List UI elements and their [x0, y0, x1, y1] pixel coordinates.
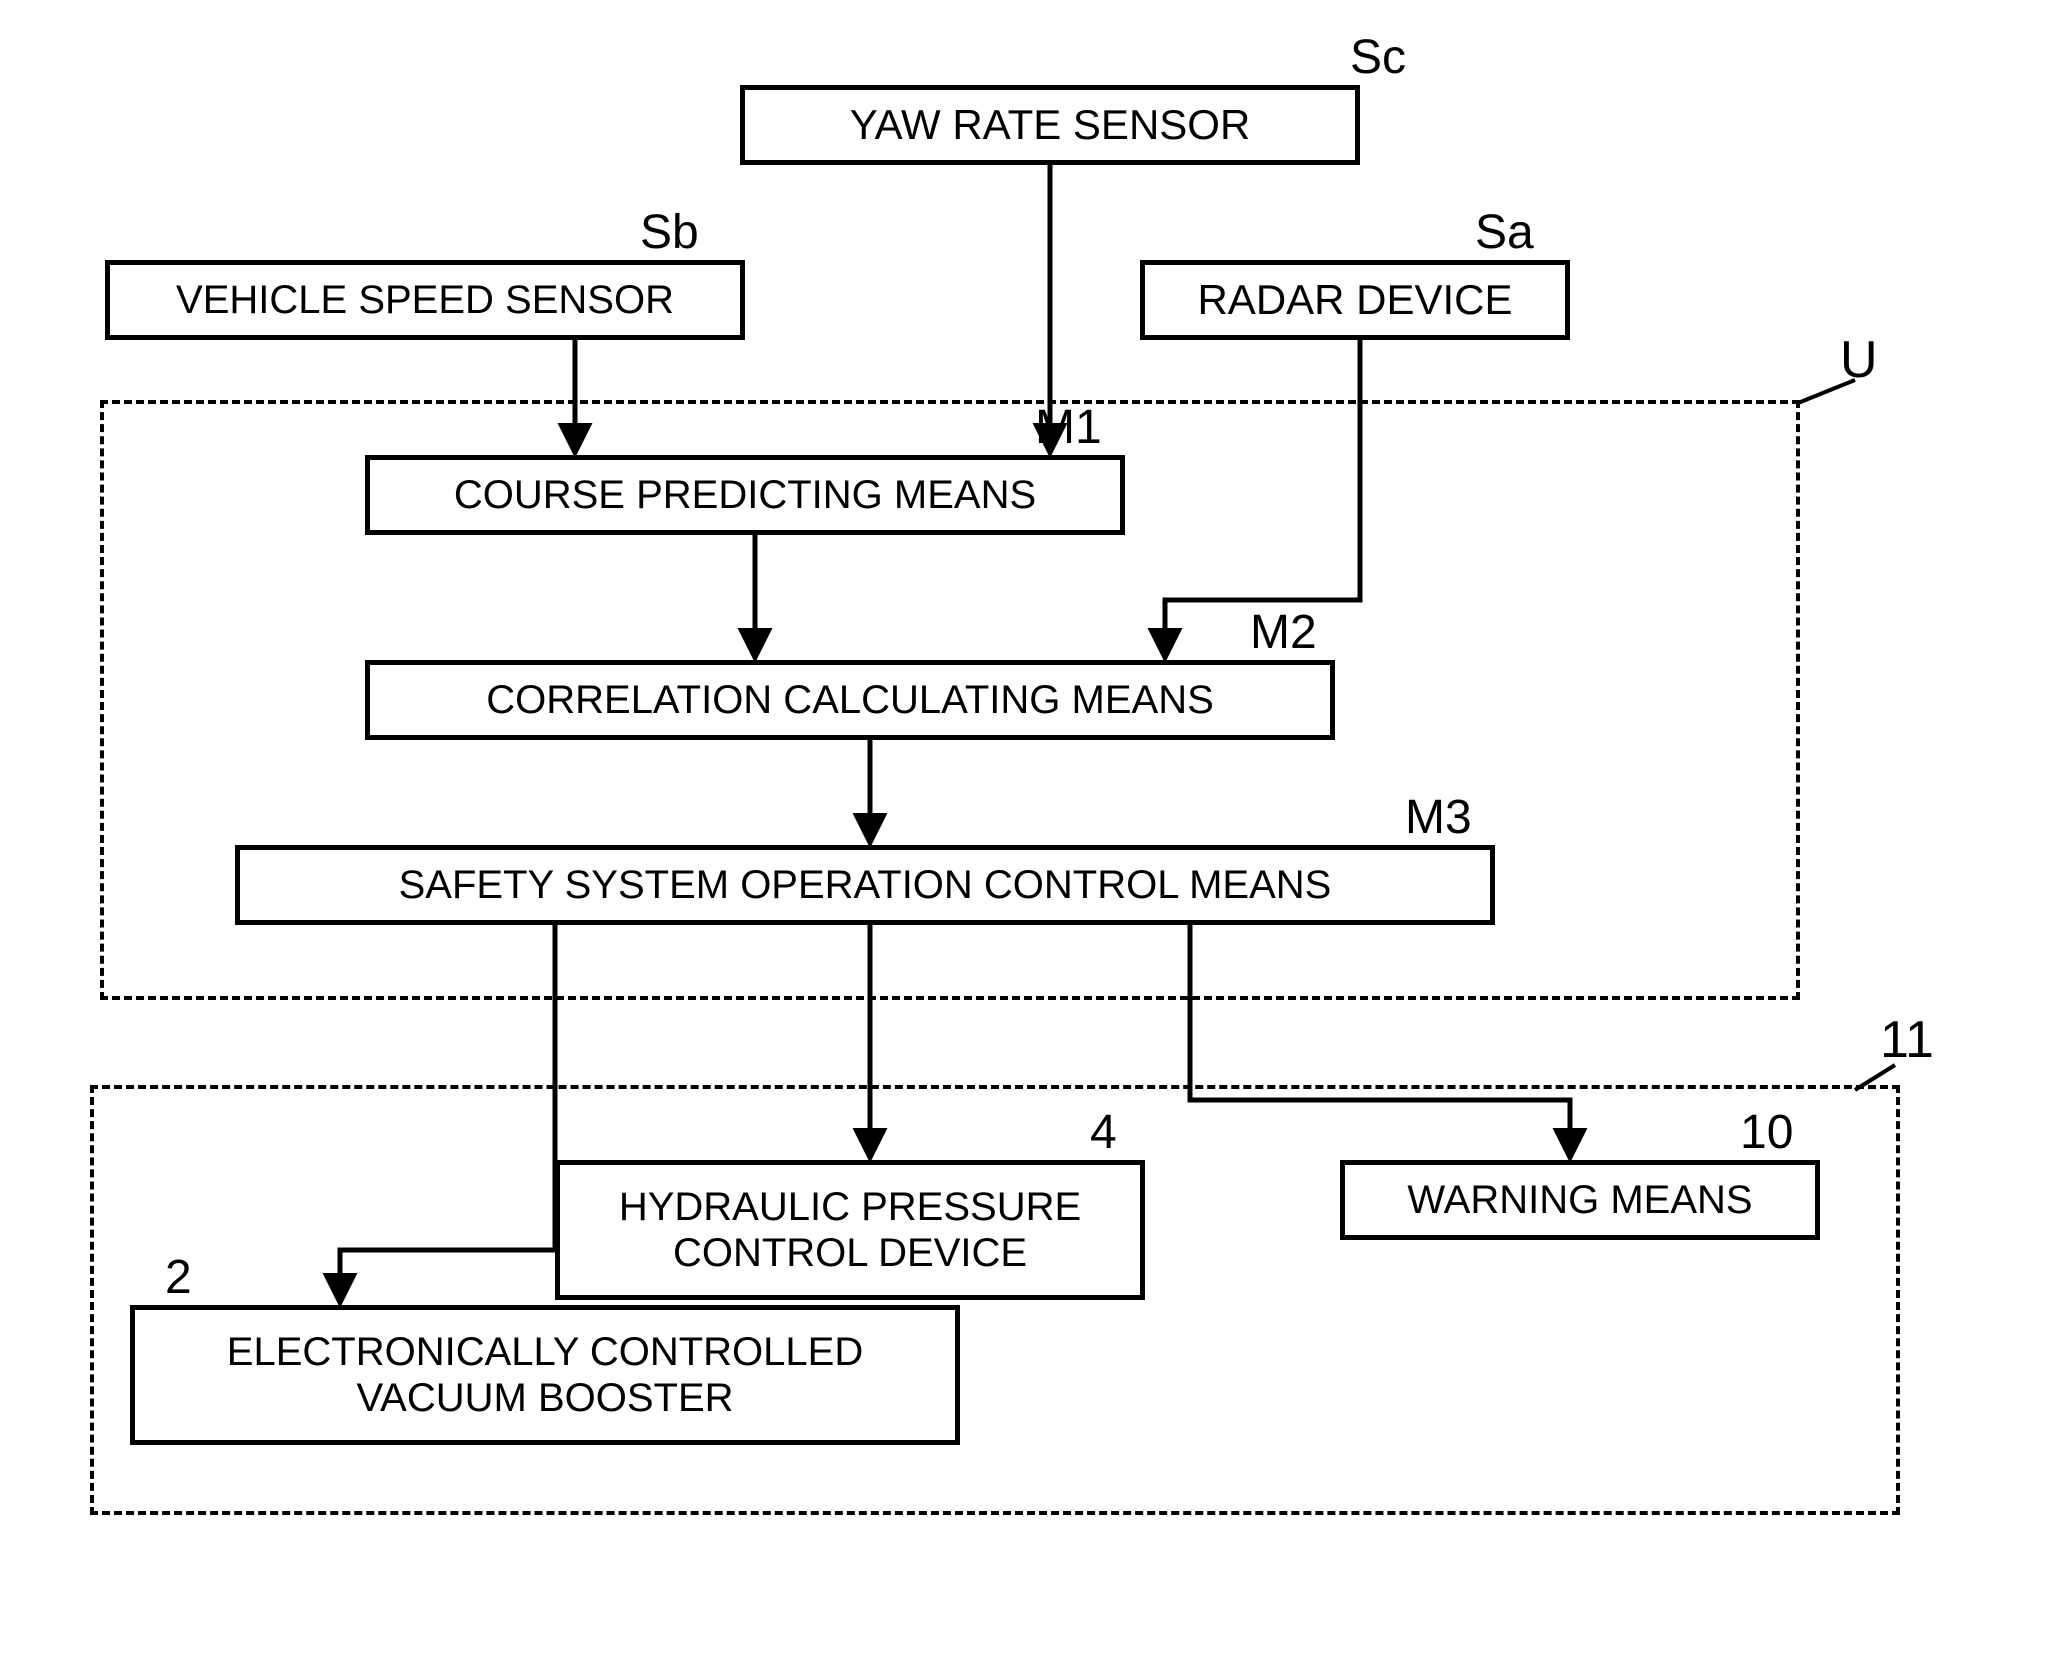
u-label: U	[1840, 330, 1878, 390]
vehicle-speed-sensor-text: VEHICLE SPEED SENSOR	[176, 277, 674, 323]
radar-device-box: RADAR DEVICE	[1140, 260, 1570, 340]
m1-label: M1	[1035, 400, 1102, 455]
hydraulic-text: HYDRAULIC PRESSURE CONTROL DEVICE	[574, 1184, 1126, 1276]
container-11	[90, 1085, 1900, 1515]
eleven-label: 11	[1880, 1010, 1934, 1070]
correlation-text: CORRELATION CALCULATING MEANS	[486, 677, 1214, 723]
course-predicting-text: COURSE PREDICTING MEANS	[454, 472, 1036, 518]
m3-label: M3	[1405, 790, 1472, 845]
m2-label: M2	[1250, 605, 1317, 660]
warning-box: WARNING MEANS	[1340, 1160, 1820, 1240]
yaw-rate-sensor-box: YAW RATE SENSOR	[740, 85, 1360, 165]
radar-device-text: RADAR DEVICE	[1197, 276, 1512, 324]
vehicle-safety-flowchart: YAW RATE SENSOR VEHICLE SPEED SENSOR RAD…	[0, 0, 2060, 1676]
sb-label: Sb	[640, 205, 699, 260]
ten-label: 10	[1740, 1105, 1793, 1160]
vacuum-booster-text: ELECTRONICALLY CONTROLLED VACUUM BOOSTER	[149, 1329, 941, 1421]
vacuum-booster-box: ELECTRONICALLY CONTROLLED VACUUM BOOSTER	[130, 1305, 960, 1445]
four-label: 4	[1090, 1105, 1117, 1160]
sc-label: Sc	[1350, 30, 1406, 85]
vehicle-speed-sensor-box: VEHICLE SPEED SENSOR	[105, 260, 745, 340]
yaw-rate-sensor-text: YAW RATE SENSOR	[850, 101, 1251, 149]
hydraulic-box: HYDRAULIC PRESSURE CONTROL DEVICE	[555, 1160, 1145, 1300]
safety-system-text: SAFETY SYSTEM OPERATION CONTROL MEANS	[399, 862, 1332, 908]
course-predicting-box: COURSE PREDICTING MEANS	[365, 455, 1125, 535]
correlation-box: CORRELATION CALCULATING MEANS	[365, 660, 1335, 740]
safety-system-box: SAFETY SYSTEM OPERATION CONTROL MEANS	[235, 845, 1495, 925]
sa-label: Sa	[1475, 205, 1534, 260]
two-label: 2	[165, 1250, 192, 1305]
warning-text: WARNING MEANS	[1407, 1177, 1752, 1223]
